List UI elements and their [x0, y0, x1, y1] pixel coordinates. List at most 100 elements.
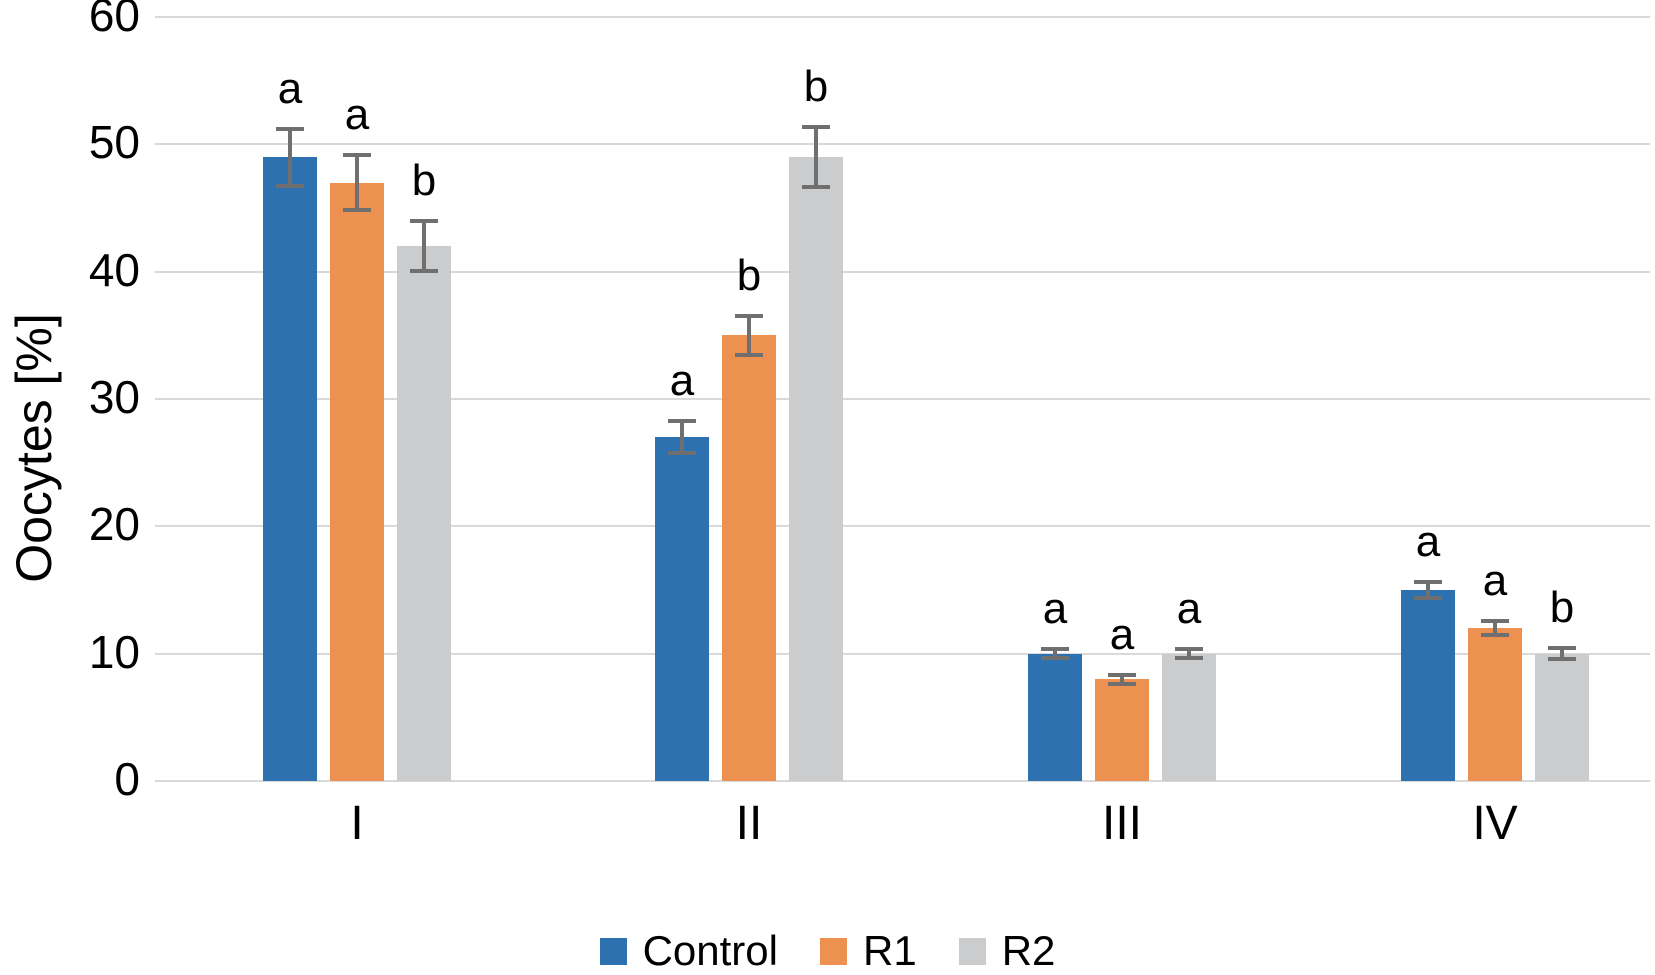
significance-letter-r2-IV: b [1549, 583, 1575, 633]
x-tick-label-I: I [350, 797, 364, 850]
y-tick-label: 20 [88, 498, 140, 551]
legend-item-control: Control [599, 927, 778, 974]
significance-letter-r1-I: a [344, 90, 370, 140]
error-bar-r2-I [410, 219, 438, 273]
error-bar-r2-IV [1548, 646, 1576, 662]
error-bar-line [680, 419, 684, 456]
error-bar-cap-top [1414, 579, 1442, 584]
error-bar-cap-bottom [1108, 681, 1136, 686]
significance-letter-r1-IV: a [1482, 556, 1508, 606]
error-bar-r2-III [1175, 647, 1203, 661]
bar-control-III [1028, 653, 1082, 781]
gridline [155, 780, 1650, 782]
error-bar-cap-bottom [1175, 656, 1203, 661]
significance-letter-r1-II: b [736, 250, 762, 300]
error-bar-r1-III [1108, 672, 1136, 686]
error-bar-cap-top [1108, 672, 1136, 677]
significance-letter-r2-II: b [803, 62, 829, 112]
error-bar-cap-top [276, 126, 304, 131]
error-bar-r1-II [735, 313, 763, 357]
bar-control-I [263, 157, 317, 781]
error-bar-line [747, 313, 751, 357]
error-bar-cap-bottom [1481, 633, 1509, 638]
gridline [155, 143, 1650, 146]
legend-label-control: Control [642, 927, 778, 974]
legend-swatch-r1 [820, 937, 847, 965]
error-bar-cap-top [668, 419, 696, 424]
error-bar-line [422, 219, 426, 273]
bar-r1-III [1095, 679, 1149, 781]
bar-control-II [655, 437, 709, 781]
gridline [155, 525, 1650, 528]
bar-r2-I [397, 246, 451, 781]
y-tick-label: 40 [88, 243, 140, 296]
y-tick-label: 50 [88, 116, 140, 169]
error-bar-line [1426, 579, 1430, 601]
error-bar-control-I [276, 126, 304, 188]
x-tick-label-IV: IV [1472, 797, 1518, 850]
error-bar-line [1493, 619, 1497, 638]
error-bar-control-III [1041, 647, 1069, 661]
significance-letter-control-II: a [669, 356, 695, 406]
error-bar-cap-top [343, 153, 371, 158]
bar-r1-II [722, 335, 776, 781]
error-bar-line [1560, 646, 1564, 662]
error-bar-cap-bottom [343, 207, 371, 212]
error-bar-line [355, 153, 359, 212]
legend-item-r2: R2 [958, 927, 1056, 974]
significance-letter-control-I: a [277, 63, 303, 113]
significance-letter-r1-III: a [1109, 609, 1135, 659]
x-tick-label-II: II [735, 797, 763, 850]
error-bar-r2-II [802, 125, 830, 189]
legend-label-r1: R1 [863, 927, 917, 974]
bar-control-IV [1401, 590, 1455, 781]
error-bar-cap-top [410, 219, 438, 224]
legend-label-r2: R2 [1001, 927, 1056, 974]
error-bar-cap-bottom [410, 268, 438, 273]
significance-letter-r2-I: b [411, 156, 437, 206]
error-bar-cap-bottom [1548, 657, 1576, 662]
error-bar-cap-bottom [735, 352, 763, 357]
gridline [155, 398, 1650, 400]
error-bar-cap-top [1548, 646, 1576, 651]
error-bar-cap-bottom [1414, 596, 1442, 601]
bar-r2-III [1162, 653, 1216, 781]
error-bar-cap-bottom [276, 183, 304, 188]
error-bar-control-II [668, 419, 696, 456]
error-bar-line [814, 125, 818, 189]
error-bar-cap-bottom [802, 184, 830, 189]
error-bar-cap-top [1041, 647, 1069, 652]
error-bar-cap-bottom [1041, 656, 1069, 661]
y-tick-label: 60 [88, 0, 140, 41]
error-bar-cap-top [735, 313, 763, 318]
legend-swatch-r2 [958, 937, 986, 965]
bar-r2-II [789, 157, 843, 781]
error-bar-r1-IV [1481, 619, 1509, 638]
error-bar-r1-I [343, 153, 371, 212]
y-tick-label: 10 [88, 625, 140, 678]
gridline [155, 16, 1650, 18]
error-bar-cap-top [1481, 619, 1509, 624]
significance-letter-r2-III: a [1176, 584, 1202, 634]
y-tick-label: 30 [88, 371, 140, 423]
gridline [155, 270, 1650, 273]
x-tick-label-III: III [1101, 797, 1143, 850]
bar-r2-IV [1535, 653, 1589, 781]
y-tick-label: 0 [114, 753, 140, 805]
error-bar-line [1187, 647, 1191, 661]
error-bar-cap-top [802, 125, 830, 130]
significance-letter-control-III: a [1042, 584, 1068, 634]
legend-item-r1: R1 [820, 930, 917, 972]
error-bar-cap-top [1175, 647, 1203, 652]
bar-r1-IV [1468, 628, 1522, 781]
error-bar-cap-bottom [668, 451, 696, 456]
significance-letter-control-IV: a [1415, 516, 1441, 566]
error-bar-line [288, 126, 292, 188]
legend-swatch-control [599, 937, 627, 965]
gridline [155, 652, 1650, 655]
error-bar-line [1120, 672, 1124, 686]
legend: Control R1 R2 [0, 930, 1655, 972]
error-bar-control-IV [1414, 579, 1442, 601]
